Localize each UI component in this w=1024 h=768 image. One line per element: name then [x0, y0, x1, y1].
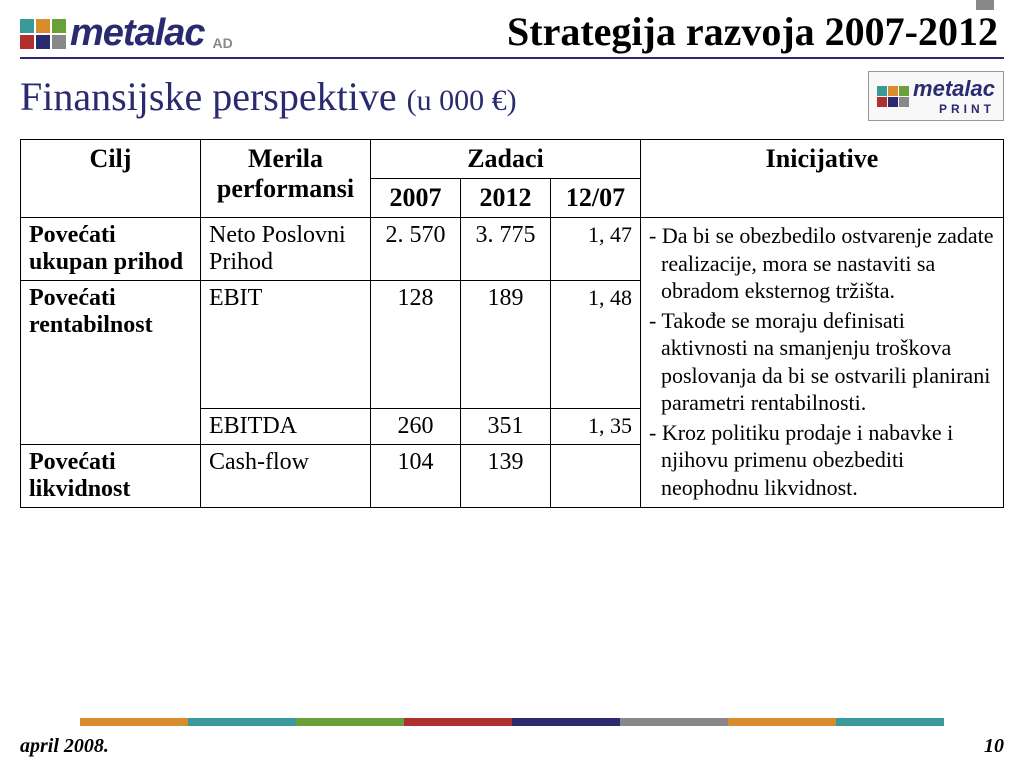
th-merila: Merila performansi [201, 140, 371, 218]
th-cilj: Cilj [21, 140, 201, 218]
cell-2012: 3. 775 [461, 218, 551, 281]
cell-2007: 104 [371, 445, 461, 508]
print-logo-squares-icon [877, 86, 909, 107]
data-table: Cilj Merila performansi Zadaci Inicijati… [20, 139, 1004, 508]
print-logo-text: metalac [913, 76, 995, 102]
metalac-print-logo: metalac PRINT [868, 71, 1004, 121]
cell-merila: EBITDA [201, 409, 371, 445]
print-logo-sub: PRINT [913, 102, 995, 116]
subtitle-main: Finansijske perspektive [20, 74, 397, 119]
footer-page: 10 [984, 735, 1004, 758]
cell-cilj: Povećati likvidnost [21, 445, 201, 508]
logo-suffix: AD [213, 35, 233, 51]
cell-ratio: 1, 48 [551, 281, 641, 409]
cell-2012: 351 [461, 409, 551, 445]
footer-date: april 2008. [20, 735, 109, 758]
logo-squares-icon [20, 19, 66, 49]
top-accent [976, 0, 994, 10]
logo-text: metalac [70, 12, 205, 55]
cell-cilj: Povećati rentabilnost [21, 281, 201, 445]
cell-2007: 260 [371, 409, 461, 445]
footer: april 2008. 10 [20, 735, 1004, 758]
th-2007: 2007 [371, 179, 461, 218]
cell-cilj: Povećati ukupan prihod [21, 218, 201, 281]
th-zadaci: Zadaci [371, 140, 641, 179]
cell-merila: Cash-flow [201, 445, 371, 508]
table-row: Povećati ukupan prihod Neto Poslovni Pri… [21, 218, 1004, 281]
header: metalac AD Strategija razvoja 2007-2012 [20, 8, 1004, 59]
cell-ratio: 1, 47 [551, 218, 641, 281]
footer-color-bar [80, 718, 944, 726]
th-inicijative: Inicijative [641, 140, 1004, 218]
cell-2012: 139 [461, 445, 551, 508]
cell-merila: Neto Poslovni Prihod [201, 218, 371, 281]
page-title: Strategija razvoja 2007-2012 [233, 8, 1004, 55]
cell-2007: 2. 570 [371, 218, 461, 281]
cell-ratio: 1, 35 [551, 409, 641, 445]
cell-2012: 189 [461, 281, 551, 409]
ini-item: - Da bi se obezbedilo ostvarenje zadate … [649, 222, 995, 305]
subtitle: Finansijske perspektive (u 000 €) [20, 73, 517, 120]
cell-ratio [551, 445, 641, 508]
subtitle-row: Finansijske perspektive (u 000 €) metala… [20, 71, 1004, 121]
cell-2007: 128 [371, 281, 461, 409]
subtitle-unit: (u 000 €) [407, 84, 517, 117]
cell-inicijative: - Da bi se obezbedilo ostvarenje zadate … [641, 218, 1004, 508]
ini-item: - Kroz politiku prodaje i nabavke i njih… [649, 419, 995, 502]
th-2012: 2012 [461, 179, 551, 218]
cell-merila: EBIT [201, 281, 371, 409]
ini-item: - Takođe se moraju definisati aktivnosti… [649, 307, 995, 417]
metalac-logo: metalac AD [20, 12, 233, 55]
th-ratio: 12/07 [551, 179, 641, 218]
